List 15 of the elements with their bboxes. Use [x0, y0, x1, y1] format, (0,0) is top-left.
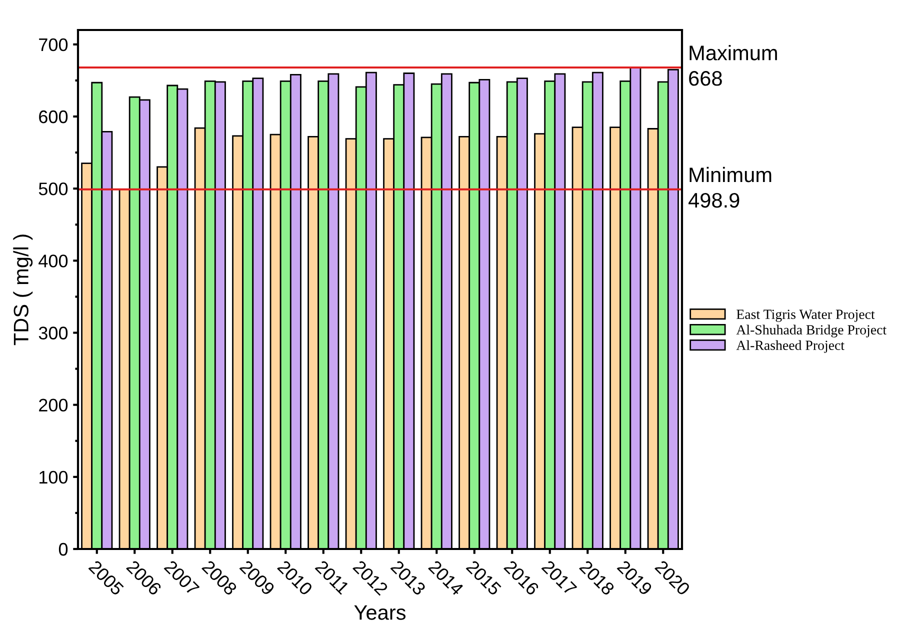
y-tick-label: 400 [38, 254, 68, 268]
ref-line-label: Minimum 498.9 [688, 166, 772, 208]
y-tick-label: 300 [38, 326, 68, 340]
legend-label: Al-Shuhada Bridge Project [736, 324, 887, 338]
x-axis-title: Years [354, 605, 406, 620]
y-tick-label: 500 [38, 182, 68, 196]
legend-label: Al-Rasheed Project [736, 340, 844, 353]
legend-label: East Tigris Water Project [736, 310, 875, 322]
y-tick-label: 100 [40, 470, 68, 484]
y-tick-label: 0 [58, 542, 68, 556]
ref-line-label: Maximum 668 [689, 45, 777, 86]
y-tick-label: 700 [39, 38, 68, 52]
y-tick-label: 600 [39, 110, 68, 124]
y-tick-label: 200 [39, 398, 68, 412]
y-axis-title: TDS ( mg/l ) [13, 234, 33, 346]
